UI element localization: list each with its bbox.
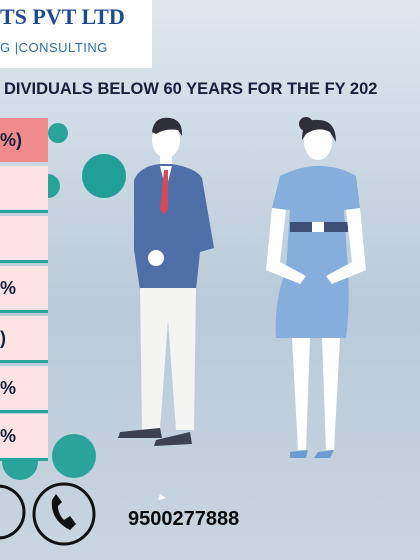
table-cell: % [0, 266, 48, 313]
tagline: G |CONSULTING [0, 40, 108, 55]
phone-number: 9500277888 [128, 508, 240, 530]
table-cell: % [0, 366, 48, 413]
title: DIVIDUALS BELOW 60 YEARS FOR THE FY 202 [4, 80, 378, 98]
table-header: %) [0, 118, 48, 162]
table-cell [0, 216, 48, 263]
man-figure [118, 117, 214, 446]
logo: TS PVT LTD G |CONSULTING [0, 0, 152, 68]
company-name: TS PVT LTD [0, 4, 125, 29]
table-cell: ) [0, 316, 48, 363]
woman-figure [266, 117, 366, 458]
table-cell: % [0, 414, 48, 461]
table-cell [0, 166, 48, 213]
